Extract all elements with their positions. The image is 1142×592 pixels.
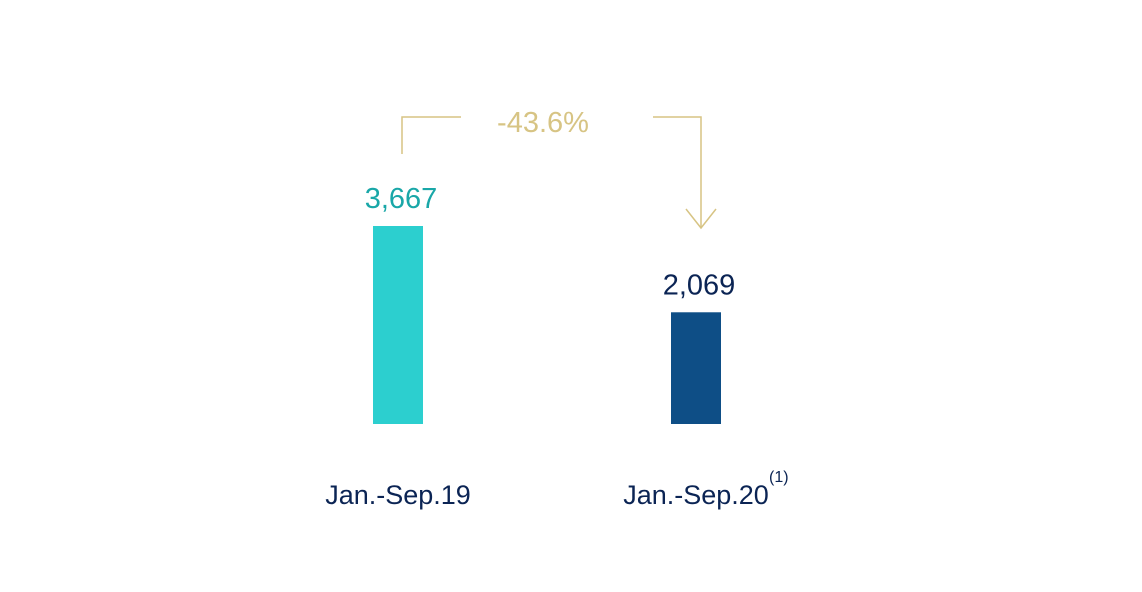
category-label-1: Jan.-Sep.19 xyxy=(325,480,471,510)
value-label-2: 2,069 xyxy=(663,269,736,301)
bars-layer xyxy=(373,226,721,424)
bar-2 xyxy=(671,312,721,424)
arrow-down-icon xyxy=(685,208,717,230)
change-indicator: -43.6% xyxy=(401,107,717,230)
change-connector-left xyxy=(401,116,461,154)
category-label-2: Jan.-Sep.20 xyxy=(623,480,769,510)
value-label-1: 3,667 xyxy=(365,183,438,215)
bar-1 xyxy=(373,226,423,424)
change-connector-right xyxy=(653,116,702,228)
labels-layer: 3,667 Jan.-Sep.19 2,069 Jan.-Sep.20(1) xyxy=(325,183,788,510)
change-percent-label: -43.6% xyxy=(497,107,589,139)
footnote-mark-2: (1) xyxy=(769,469,789,486)
